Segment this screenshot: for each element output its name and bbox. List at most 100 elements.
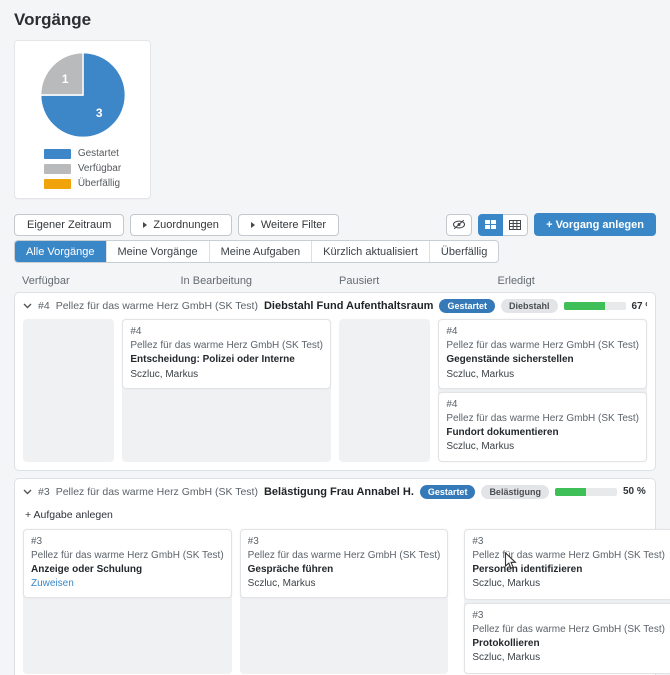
filter-button-label: Eigener Zeitraum (27, 218, 112, 231)
kanban-view-button[interactable] (478, 213, 504, 236)
task-title: Gespräche führen (247, 563, 334, 575)
toolbar: Eigener Zeitraum Zuordnungen Weitere Fil… (14, 213, 656, 236)
process-title: Belästigung Frau Annabel H. (263, 485, 414, 498)
process-row: #4 Pellez für das warme Herz GmbH (SK Tes… (14, 292, 656, 471)
dropzone-in-bearbeitung: #3 Pellez für das warme Herz GmbH (SK Tes… (239, 528, 449, 674)
task-card[interactable]: #4 Pellez für das warme Herz GmbH (SK Tes… (438, 319, 647, 389)
pie-value-verfuegbar: 1 (61, 72, 68, 86)
pie-chart: 3 1 (39, 51, 126, 138)
page-title: Vorgänge (14, 10, 92, 29)
pie-slice-gestartet (39, 51, 126, 138)
board-rows: #4 Pellez für das warme Herz GmbH (SK Tes… (14, 292, 670, 675)
progress-text: 67 % - 2 / 3 (631, 300, 648, 312)
dropzone-erledigt: #3 Pellez für das warme Herz GmbH (SK Tes… (464, 528, 670, 674)
hide-toggle-button[interactable] (446, 213, 473, 236)
task-title: Personen identifizieren (472, 563, 583, 575)
task-company: Pellez für das warme Herz GmbH (SK Test) (472, 623, 665, 635)
task-assignee: Sczluc, Markus (130, 368, 199, 380)
pie-slice-verfuegbar (39, 51, 84, 96)
task-assignee: Sczluc, Markus (446, 441, 515, 453)
task-id: #3 (247, 535, 259, 547)
progress-fill (563, 302, 606, 310)
task-id: #3 (31, 535, 43, 547)
task-assignee: Sczluc, Markus (247, 578, 316, 590)
category-badge: Belästigung (481, 484, 549, 499)
legend-swatch-gestartet (43, 148, 71, 159)
pie-legend: Gestartet Verfügbar Überfällig (43, 148, 122, 189)
status-pie-chart-card: 3 1 Gestartet Verfügbar Überfällig (14, 40, 151, 199)
column-header-verfuegbar: Verfügbar (22, 275, 70, 287)
tab-überfällig[interactable]: Überfällig (440, 245, 488, 258)
status-badge: Gestartet (439, 299, 495, 313)
task-card[interactable]: #3 Pellez für das warme Herz GmbH (SK Tes… (23, 528, 232, 599)
tab-meine-aufgaben[interactable]: Meine Aufgaben (210, 241, 313, 262)
column-header-erledigt: Erledigt (497, 275, 535, 287)
task-assignee: Sczluc, Markus (472, 652, 541, 664)
filter-button-label: Zuordnungen (153, 218, 219, 231)
legend-row-ueberfaellig: Überfällig (43, 178, 121, 189)
table-view-button[interactable] (503, 213, 529, 236)
filter-button-weitere-filter[interactable]: Weitere Filter (237, 213, 340, 236)
caret-right-icon (250, 221, 255, 228)
dropzone-in-bearbeitung: #4 Pellez für das warme Herz GmbH (SK Tes… (122, 319, 331, 462)
task-company: Pellez für das warme Herz GmbH (SK Test) (31, 549, 224, 561)
task-company: Pellez für das warme Herz GmbH (SK Test) (130, 340, 323, 352)
task-company: Pellez für das warme Herz GmbH (SK Test) (247, 549, 441, 561)
legend-label: Überfällig (77, 178, 121, 189)
task-title: Entscheidung: Polizei oder Interne (130, 354, 295, 366)
dropzone-verfuegbar (23, 319, 115, 462)
tab-kürzlich-aktualisiert[interactable]: Kürzlich aktualisiert (312, 241, 430, 262)
process-row-header: #4 Pellez für das warme Herz GmbH (SK Tes… (23, 299, 647, 313)
assign-link[interactable]: Zuweisen (31, 578, 74, 590)
task-company: Pellez für das warme Herz GmbH (SK Test) (446, 412, 639, 424)
task-card[interactable]: #4 Pellez für das warme Herz GmbH (SK Tes… (122, 319, 331, 389)
process-company: Pellez für das warme Herz GmbH (SK Test) (55, 485, 258, 498)
task-card[interactable]: #3 Pellez für das warme Herz GmbH (SK Tes… (464, 602, 670, 674)
tab-meine-vorgänge[interactable]: Meine Vorgänge (107, 241, 210, 262)
column-header-pausiert: Pausiert (339, 275, 380, 287)
tab-alle-vorgänge[interactable]: Alle Vorgänge (15, 241, 107, 262)
process-id: #3 (38, 485, 50, 498)
row-columns: #3 Pellez für das warme Herz GmbH (SK Tes… (23, 528, 670, 674)
task-title: Protokollieren (472, 637, 540, 649)
table-view-icon (509, 219, 522, 230)
add-task-button[interactable]: + Aufgabe anlegen (25, 508, 113, 521)
task-id: #3 (472, 609, 484, 621)
progress-bar (554, 487, 617, 496)
board-column-headers: Verfügbar In Bearbeitung Pausiert Erledi… (14, 275, 656, 287)
progress-text: 50 % - 2 / 4 (622, 486, 647, 497)
task-title: Gegenstände sicherstellen (446, 354, 574, 366)
column-header-in-bearbeitung: In Bearbeitung (180, 275, 253, 287)
task-id: #4 (130, 326, 142, 337)
category-badge: Diebstahl (500, 299, 558, 313)
process-row: #3 Pellez für das warme Herz GmbH (SK Tes… (14, 477, 670, 675)
task-company: Pellez für das warme Herz GmbH (SK Test) (446, 340, 639, 352)
task-card[interactable]: #3 Pellez für das warme Herz GmbH (SK Tes… (239, 528, 449, 599)
tab-bar: Alle Vorgänge Meine Vorgänge Meine Aufgabe… (14, 240, 500, 263)
process-row-header: #3 Pellez für das warme Herz GmbH (SK Tes… (23, 484, 647, 499)
progress-bar (563, 302, 626, 310)
dropzone-erledigt: #4 Pellez für das warme Herz GmbH (SK Tes… (438, 319, 647, 462)
create-vorgang-button[interactable]: + Vorgang anlegen (534, 213, 656, 236)
task-id: #4 (446, 398, 458, 410)
task-card[interactable]: #4 Pellez für das warme Herz GmbH (SK Tes… (438, 391, 647, 462)
caret-right-icon (143, 221, 148, 228)
legend-label: Verfügbar (77, 163, 122, 174)
legend-swatch-verfuegbar (43, 163, 71, 174)
chevron-down-icon[interactable] (23, 303, 32, 309)
status-badge: Gestartet (419, 484, 476, 499)
kanban-view-icon (485, 220, 497, 229)
row-columns: #4 Pellez für das warme Herz GmbH (SK Tes… (23, 319, 647, 462)
chevron-down-icon[interactable] (23, 489, 32, 495)
legend-label: Gestartet (77, 148, 119, 159)
legend-row-verfuegbar: Verfügbar (43, 163, 122, 174)
task-assignee: Sczluc, Markus (472, 578, 541, 590)
process-company: Pellez für das warme Herz GmbH (SK Test) (55, 300, 258, 312)
task-card[interactable]: #3 Pellez für das warme Herz GmbH (SK Tes… (464, 528, 670, 600)
filter-button-zuordnungen[interactable]: Zuordnungen (130, 213, 232, 236)
filter-button-zeitraum[interactable]: Eigener Zeitraum (14, 213, 125, 236)
task-title: Anzeige oder Schulung (31, 563, 143, 575)
dropzone-pausiert (339, 319, 431, 462)
dropzone-verfuegbar: #3 Pellez für das warme Herz GmbH (SK Tes… (23, 528, 232, 674)
